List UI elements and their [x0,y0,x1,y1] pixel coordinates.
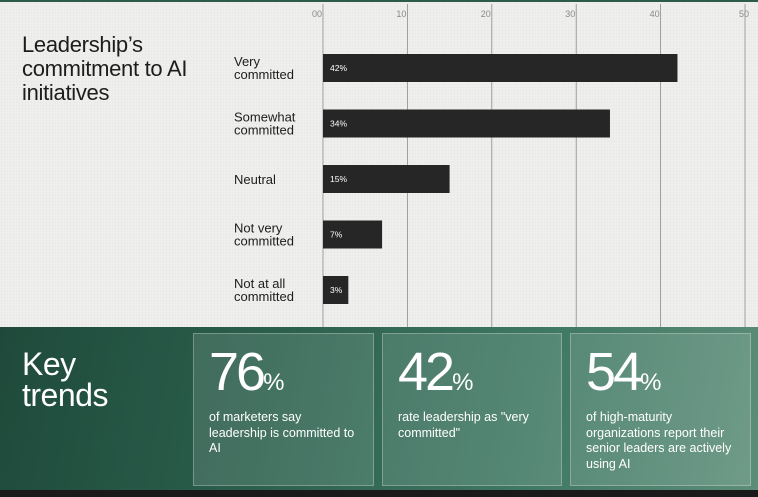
category-label: Very committed [234,54,294,82]
trend-description: rate leadership as "very committed" [398,410,529,440]
category-label: Not very committed [234,221,294,249]
trend-value: 76 [209,342,266,402]
bar-chart: 00 10 20 30 40 50 42% Very committed 34% Somewhat c… [234,4,749,329]
key-trends-title-line1: Key [22,346,76,382]
trend-stat: 54% [586,340,661,404]
bar-value-label: 3% [330,285,343,295]
bar-value-label: 7% [330,230,343,240]
trend-value: 42 [398,342,455,402]
category-label: Somewhat committed [234,110,296,138]
trend-description: of high-maturity organizations report th… [586,410,732,471]
bar-value-label: 42% [330,63,347,73]
bar [323,54,678,82]
bar [323,220,383,249]
trend-stat: 76% [209,340,284,404]
x-tick-label: 30 [565,9,575,19]
key-trends-panel: Key trends 76% of marketers say leadersh… [0,327,758,490]
x-tick-label: 10 [396,9,406,19]
x-tick-label: 40 [650,9,660,19]
trend-card: 42% rate leadership as "very committed" [382,333,562,486]
key-trends-title: Key trends [22,346,172,413]
trend-value: 54 [586,342,643,402]
trend-description: of marketers say leadership is committed… [209,410,355,455]
bar-value-label: 34% [330,119,347,129]
trend-stat: 42% [398,340,473,404]
chart-panel: Leadership’s commitment to AI initiative… [0,0,758,329]
x-tick-label: 50 [739,9,749,19]
chart-title: Leadership’s commitment to AI initiative… [22,32,188,105]
trend-unit: % [640,369,662,396]
trend-card: 54% of high-maturity organizations repor… [570,333,751,486]
category-label: Neutral [234,172,276,187]
category-label: Not at all committed [234,276,294,304]
key-trends-title-line2: trends [22,377,108,413]
bar-value-label: 15% [330,174,347,184]
x-tick-label: 20 [481,9,491,19]
bar [323,165,450,193]
trend-unit: % [263,369,285,396]
bottom-strip [0,490,758,497]
trend-card: 76% of marketers say leadership is commi… [193,333,374,486]
bar [323,276,349,304]
bar [323,109,610,138]
x-tick-label: 00 [312,9,322,19]
trend-unit: % [452,369,474,396]
